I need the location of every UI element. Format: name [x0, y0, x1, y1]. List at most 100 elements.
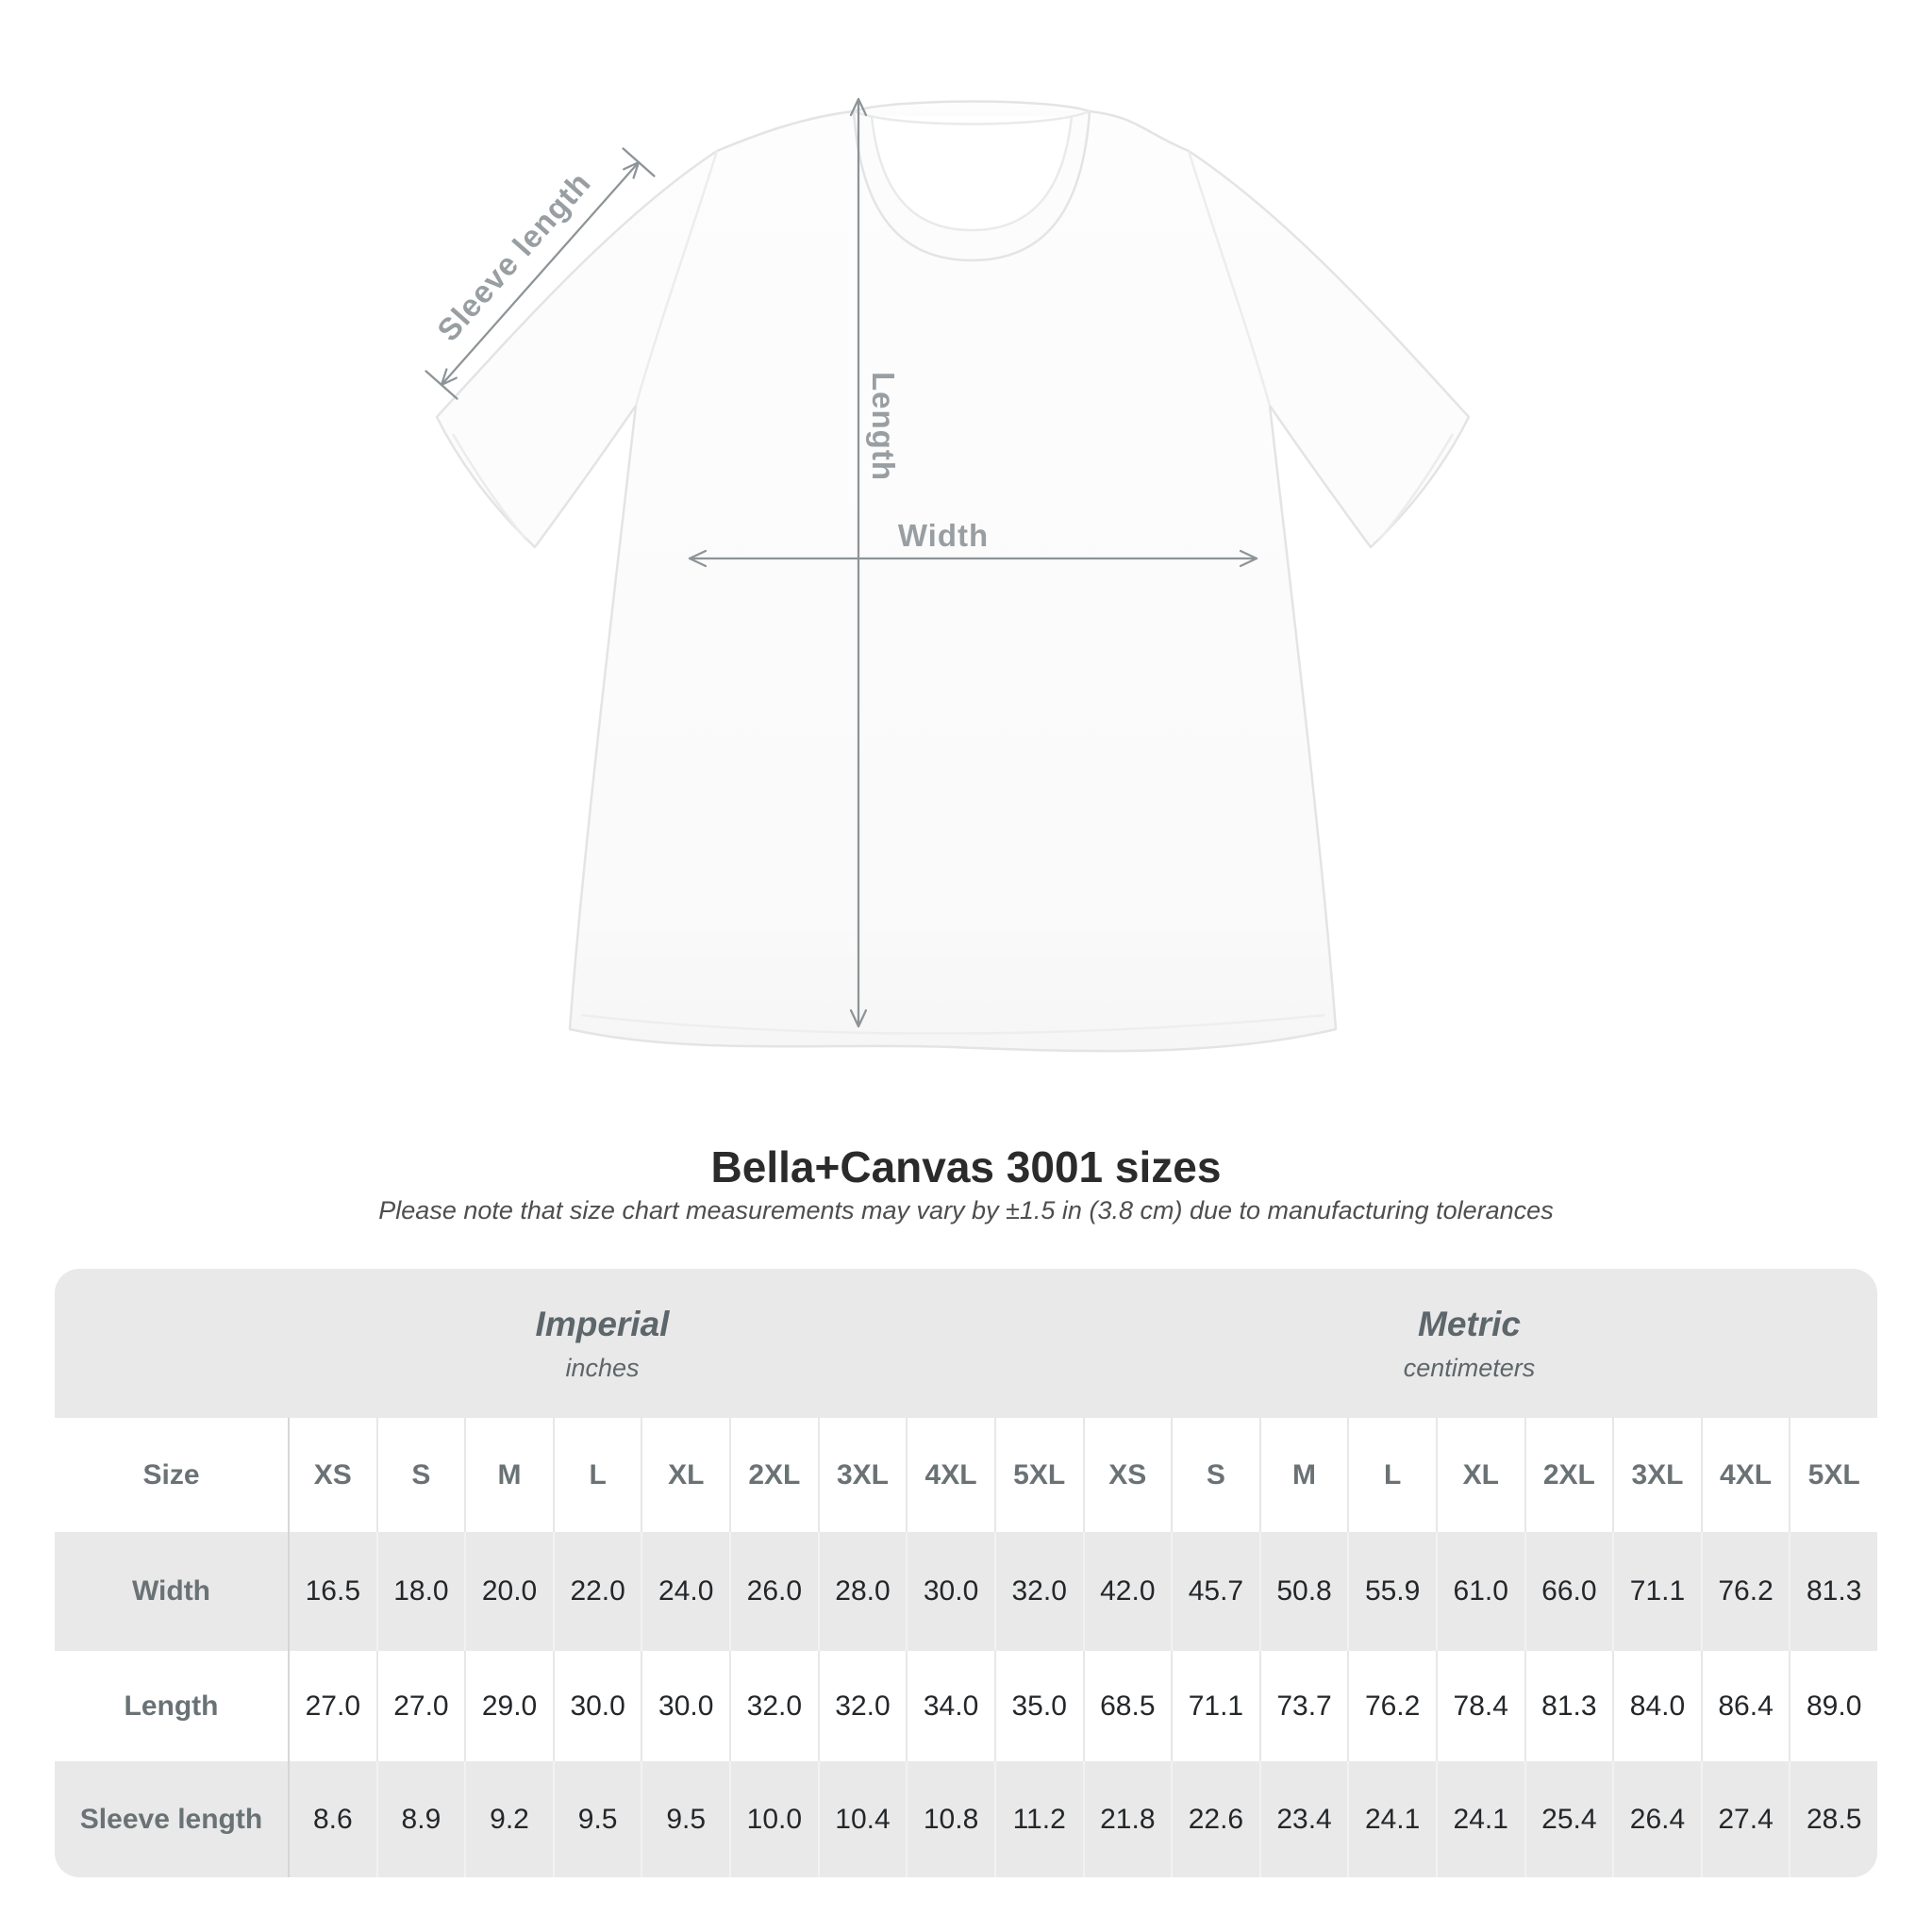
table-cell: 9.5 — [641, 1761, 729, 1877]
table-cell: 27.0 — [375, 1651, 465, 1761]
row-label: Sleeve length — [79, 1803, 263, 1835]
size-col-header: 5XL — [993, 1418, 1083, 1532]
size-col-header: M — [464, 1418, 553, 1532]
table-cell: 27.0 — [288, 1651, 376, 1761]
table-cell: 26.4 — [1612, 1761, 1701, 1877]
table-row-sleeve-length: Sleeve length 8.6 8.9 9.2 9.5 9.5 10.0 1… — [55, 1761, 1877, 1877]
size-table: Imperial inches Metric centimeters Size … — [55, 1269, 1877, 1877]
table-cell: 21.8 — [1082, 1761, 1172, 1877]
size-col-header: 4XL — [1700, 1418, 1790, 1532]
row-label: Width — [131, 1575, 211, 1607]
table-cell: 8.9 — [375, 1761, 465, 1877]
size-col-header: XS — [288, 1418, 376, 1532]
table-cell: 78.4 — [1435, 1651, 1524, 1761]
table-cell: 73.7 — [1258, 1651, 1348, 1761]
width-arrow — [688, 549, 1258, 568]
table-cell: 35.0 — [993, 1651, 1083, 1761]
size-col-header: L — [1347, 1418, 1436, 1532]
table-cell: 81.3 — [1524, 1651, 1613, 1761]
metric-title: Metric — [1418, 1305, 1521, 1343]
table-cell: 27.4 — [1700, 1761, 1790, 1877]
size-corner-label: Size — [142, 1458, 200, 1491]
page-title: Bella+Canvas 3001 sizes — [710, 1142, 1222, 1191]
table-cell: 24.1 — [1347, 1761, 1436, 1877]
table-row-width: Width 16.5 18.0 20.0 22.0 24.0 26.0 28.0… — [55, 1532, 1877, 1651]
table-cell: 24.0 — [641, 1532, 729, 1651]
table-cell: 32.0 — [729, 1651, 818, 1761]
size-col-header: 3XL — [817, 1418, 907, 1532]
size-col-header: XL — [1435, 1418, 1524, 1532]
table-cell: 50.8 — [1258, 1532, 1348, 1651]
table-cell: 16.5 — [288, 1532, 376, 1651]
table-cell: 9.5 — [552, 1761, 641, 1877]
table-cell: 76.2 — [1700, 1532, 1790, 1651]
table-cell: 55.9 — [1347, 1532, 1436, 1651]
sleeve-length-arrow — [425, 147, 656, 400]
table-cell: 86.4 — [1700, 1651, 1790, 1761]
row-label: Length — [124, 1690, 219, 1722]
table-cell: 32.0 — [817, 1651, 907, 1761]
table-cell: 71.1 — [1171, 1651, 1259, 1761]
width-label: Width — [897, 518, 990, 553]
metric-unit: centimeters — [1403, 1354, 1536, 1382]
table-cell: 89.0 — [1789, 1651, 1877, 1761]
table-cell: 71.1 — [1612, 1532, 1701, 1651]
size-col-header: M — [1258, 1418, 1348, 1532]
table-cell: 68.5 — [1082, 1651, 1172, 1761]
size-col-header: L — [552, 1418, 641, 1532]
table-cell: 45.7 — [1171, 1532, 1259, 1651]
table-cell: 10.0 — [729, 1761, 818, 1877]
metric-section-header: Metric centimeters — [1072, 1269, 1867, 1418]
unit-section-band: Imperial inches Metric centimeters — [55, 1269, 1877, 1418]
table-cell: 42.0 — [1082, 1532, 1172, 1651]
table-cell: 66.0 — [1524, 1532, 1613, 1651]
size-col-header: 3XL — [1612, 1418, 1701, 1532]
table-cell: 11.2 — [993, 1761, 1083, 1877]
size-col-header: 2XL — [1524, 1418, 1613, 1532]
tshirt-collar — [852, 109, 1091, 262]
table-cell: 28.5 — [1789, 1761, 1877, 1877]
size-col-header: 2XL — [729, 1418, 818, 1532]
table-cell: 32.0 — [993, 1532, 1083, 1651]
size-col-header: XS — [1082, 1418, 1172, 1532]
size-col-header: 5XL — [1789, 1418, 1877, 1532]
table-cell: 81.3 — [1789, 1532, 1877, 1651]
tshirt-measurement-diagram: Sleeve length Length Width — [425, 97, 1471, 1053]
tshirt-outline — [435, 100, 1471, 1053]
table-cell: 61.0 — [1435, 1532, 1524, 1651]
size-header-row: Size XS S M L XL 2XL 3XL 4XL 5XL XS S M … — [55, 1418, 1877, 1532]
size-col-header: S — [375, 1418, 465, 1532]
table-cell: 22.6 — [1171, 1761, 1259, 1877]
size-col-header: S — [1171, 1418, 1259, 1532]
table-cell: 76.2 — [1347, 1651, 1436, 1761]
table-cell: 34.0 — [906, 1651, 994, 1761]
size-col-header: XL — [641, 1418, 729, 1532]
length-label: Length — [866, 372, 901, 481]
table-cell: 25.4 — [1524, 1761, 1613, 1877]
table-cell: 10.4 — [817, 1761, 907, 1877]
table-cell: 29.0 — [464, 1651, 553, 1761]
table-cell: 24.1 — [1435, 1761, 1524, 1877]
table-cell: 9.2 — [464, 1761, 553, 1877]
tolerance-note: Please note that size chart measurements… — [378, 1196, 1554, 1224]
table-cell: 30.0 — [552, 1651, 641, 1761]
table-cell: 23.4 — [1258, 1761, 1348, 1877]
table-cell: 30.0 — [641, 1651, 729, 1761]
imperial-title: Imperial — [535, 1305, 670, 1343]
size-col-header: 4XL — [906, 1418, 994, 1532]
table-row-length: Length 27.0 27.0 29.0 30.0 30.0 32.0 32.… — [55, 1651, 1877, 1761]
tshirt-illustration — [425, 97, 1471, 1053]
table-cell: 22.0 — [552, 1532, 641, 1651]
table-cell: 30.0 — [906, 1532, 994, 1651]
table-cell: 10.8 — [906, 1761, 994, 1877]
table-cell: 28.0 — [817, 1532, 907, 1651]
table-cell: 84.0 — [1612, 1651, 1701, 1761]
table-cell: 20.0 — [464, 1532, 553, 1651]
imperial-section-header: Imperial inches — [89, 1269, 1116, 1418]
table-cell: 8.6 — [288, 1761, 376, 1877]
table-cell: 26.0 — [729, 1532, 818, 1651]
imperial-unit: inches — [565, 1354, 640, 1382]
length-arrow — [849, 97, 868, 1028]
table-cell: 18.0 — [375, 1532, 465, 1651]
